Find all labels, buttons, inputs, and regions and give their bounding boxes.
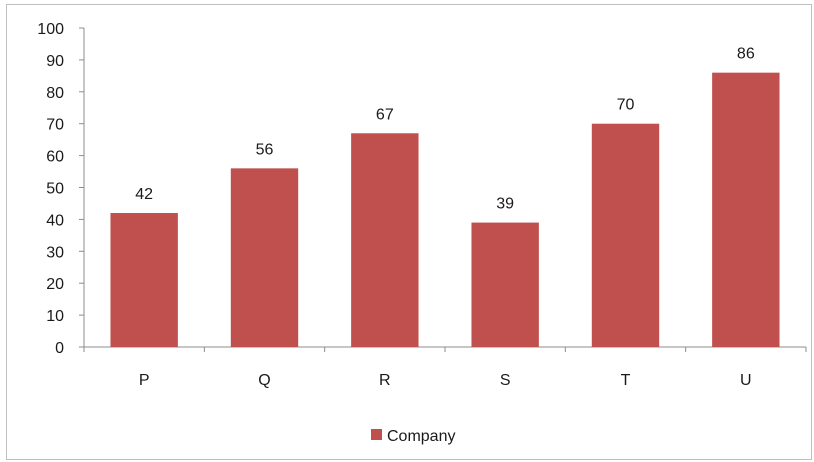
bar-p [110,213,178,347]
data-label-q: 56 [256,141,274,158]
x-tick-label: R [379,372,391,389]
legend: Company [371,428,455,445]
y-tick-label: 0 [55,340,64,357]
bar-u [712,72,780,347]
data-labels: 42 56 67 39 70 86 [135,46,755,213]
y-tick-label: 90 [46,53,64,70]
y-tick-label: 20 [46,276,64,293]
y-tick-label: 40 [46,212,64,229]
data-label-t: 70 [617,97,635,114]
y-tick-label: 10 [46,308,64,325]
x-axis: P Q R S T U [83,346,807,389]
x-tick-label: U [740,372,752,389]
data-label-u: 86 [737,46,755,63]
y-tick-label: 30 [46,244,64,261]
bar-s [471,222,539,347]
legend-swatch [371,429,382,440]
y-axis: 0 10 20 30 40 50 60 70 80 90 100 [37,21,85,357]
bar-r [351,133,419,347]
bar-t [591,123,660,347]
x-tick-label: T [621,372,631,389]
x-tick-label: S [500,372,511,389]
x-tick-label: Q [258,372,270,389]
x-tick-label: P [139,372,150,389]
bar-q [230,168,299,347]
legend-label: Company [387,428,455,445]
y-tick-label: 50 [46,181,64,198]
y-tick-label: 100 [37,21,64,38]
bars [110,72,780,347]
y-tick-label: 70 [46,117,64,134]
data-label-r: 67 [376,106,394,123]
data-label-p: 42 [135,186,153,203]
y-tick-label: 60 [46,149,64,166]
y-tick-label: 80 [46,85,64,102]
data-label-s: 39 [496,196,514,213]
